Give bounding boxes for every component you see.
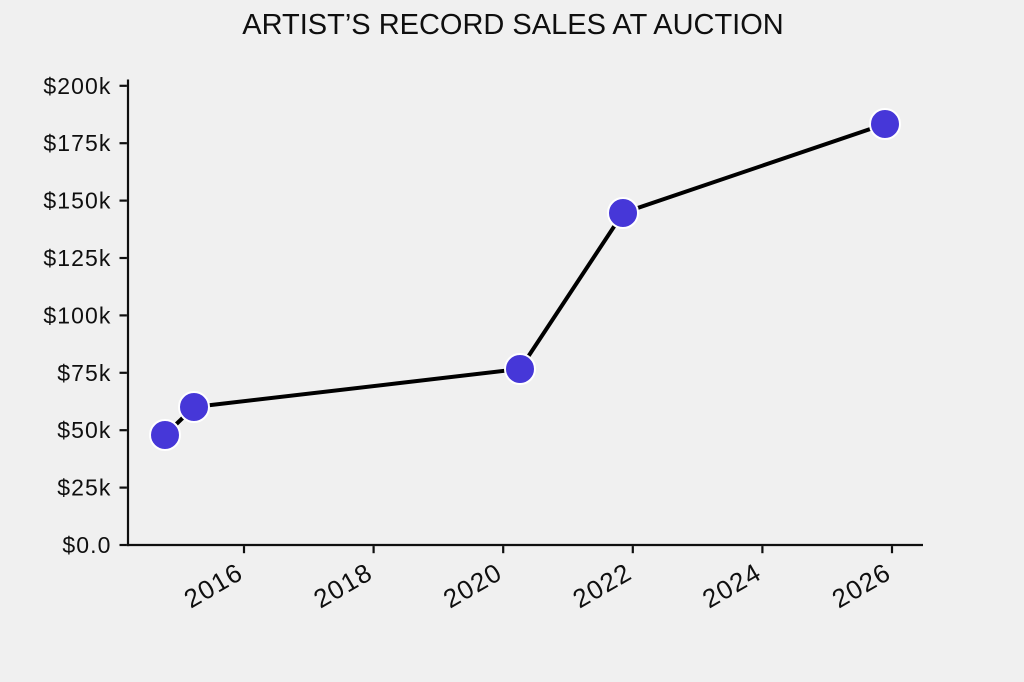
svg-text:$25k: $25k (57, 475, 111, 501)
svg-text:$175k: $175k (43, 130, 111, 156)
svg-text:$125k: $125k (43, 245, 111, 271)
svg-text:$0.0: $0.0 (62, 532, 111, 558)
svg-text:$75k: $75k (57, 360, 111, 386)
svg-text:$150k: $150k (43, 188, 111, 214)
svg-text:$100k: $100k (43, 302, 111, 328)
svg-text:$200k: $200k (43, 73, 111, 99)
svg-text:ARTIST’S RECORD SALES AT AUCTI: ARTIST’S RECORD SALES AT AUCTION (242, 9, 783, 41)
svg-text:$50k: $50k (57, 417, 111, 443)
